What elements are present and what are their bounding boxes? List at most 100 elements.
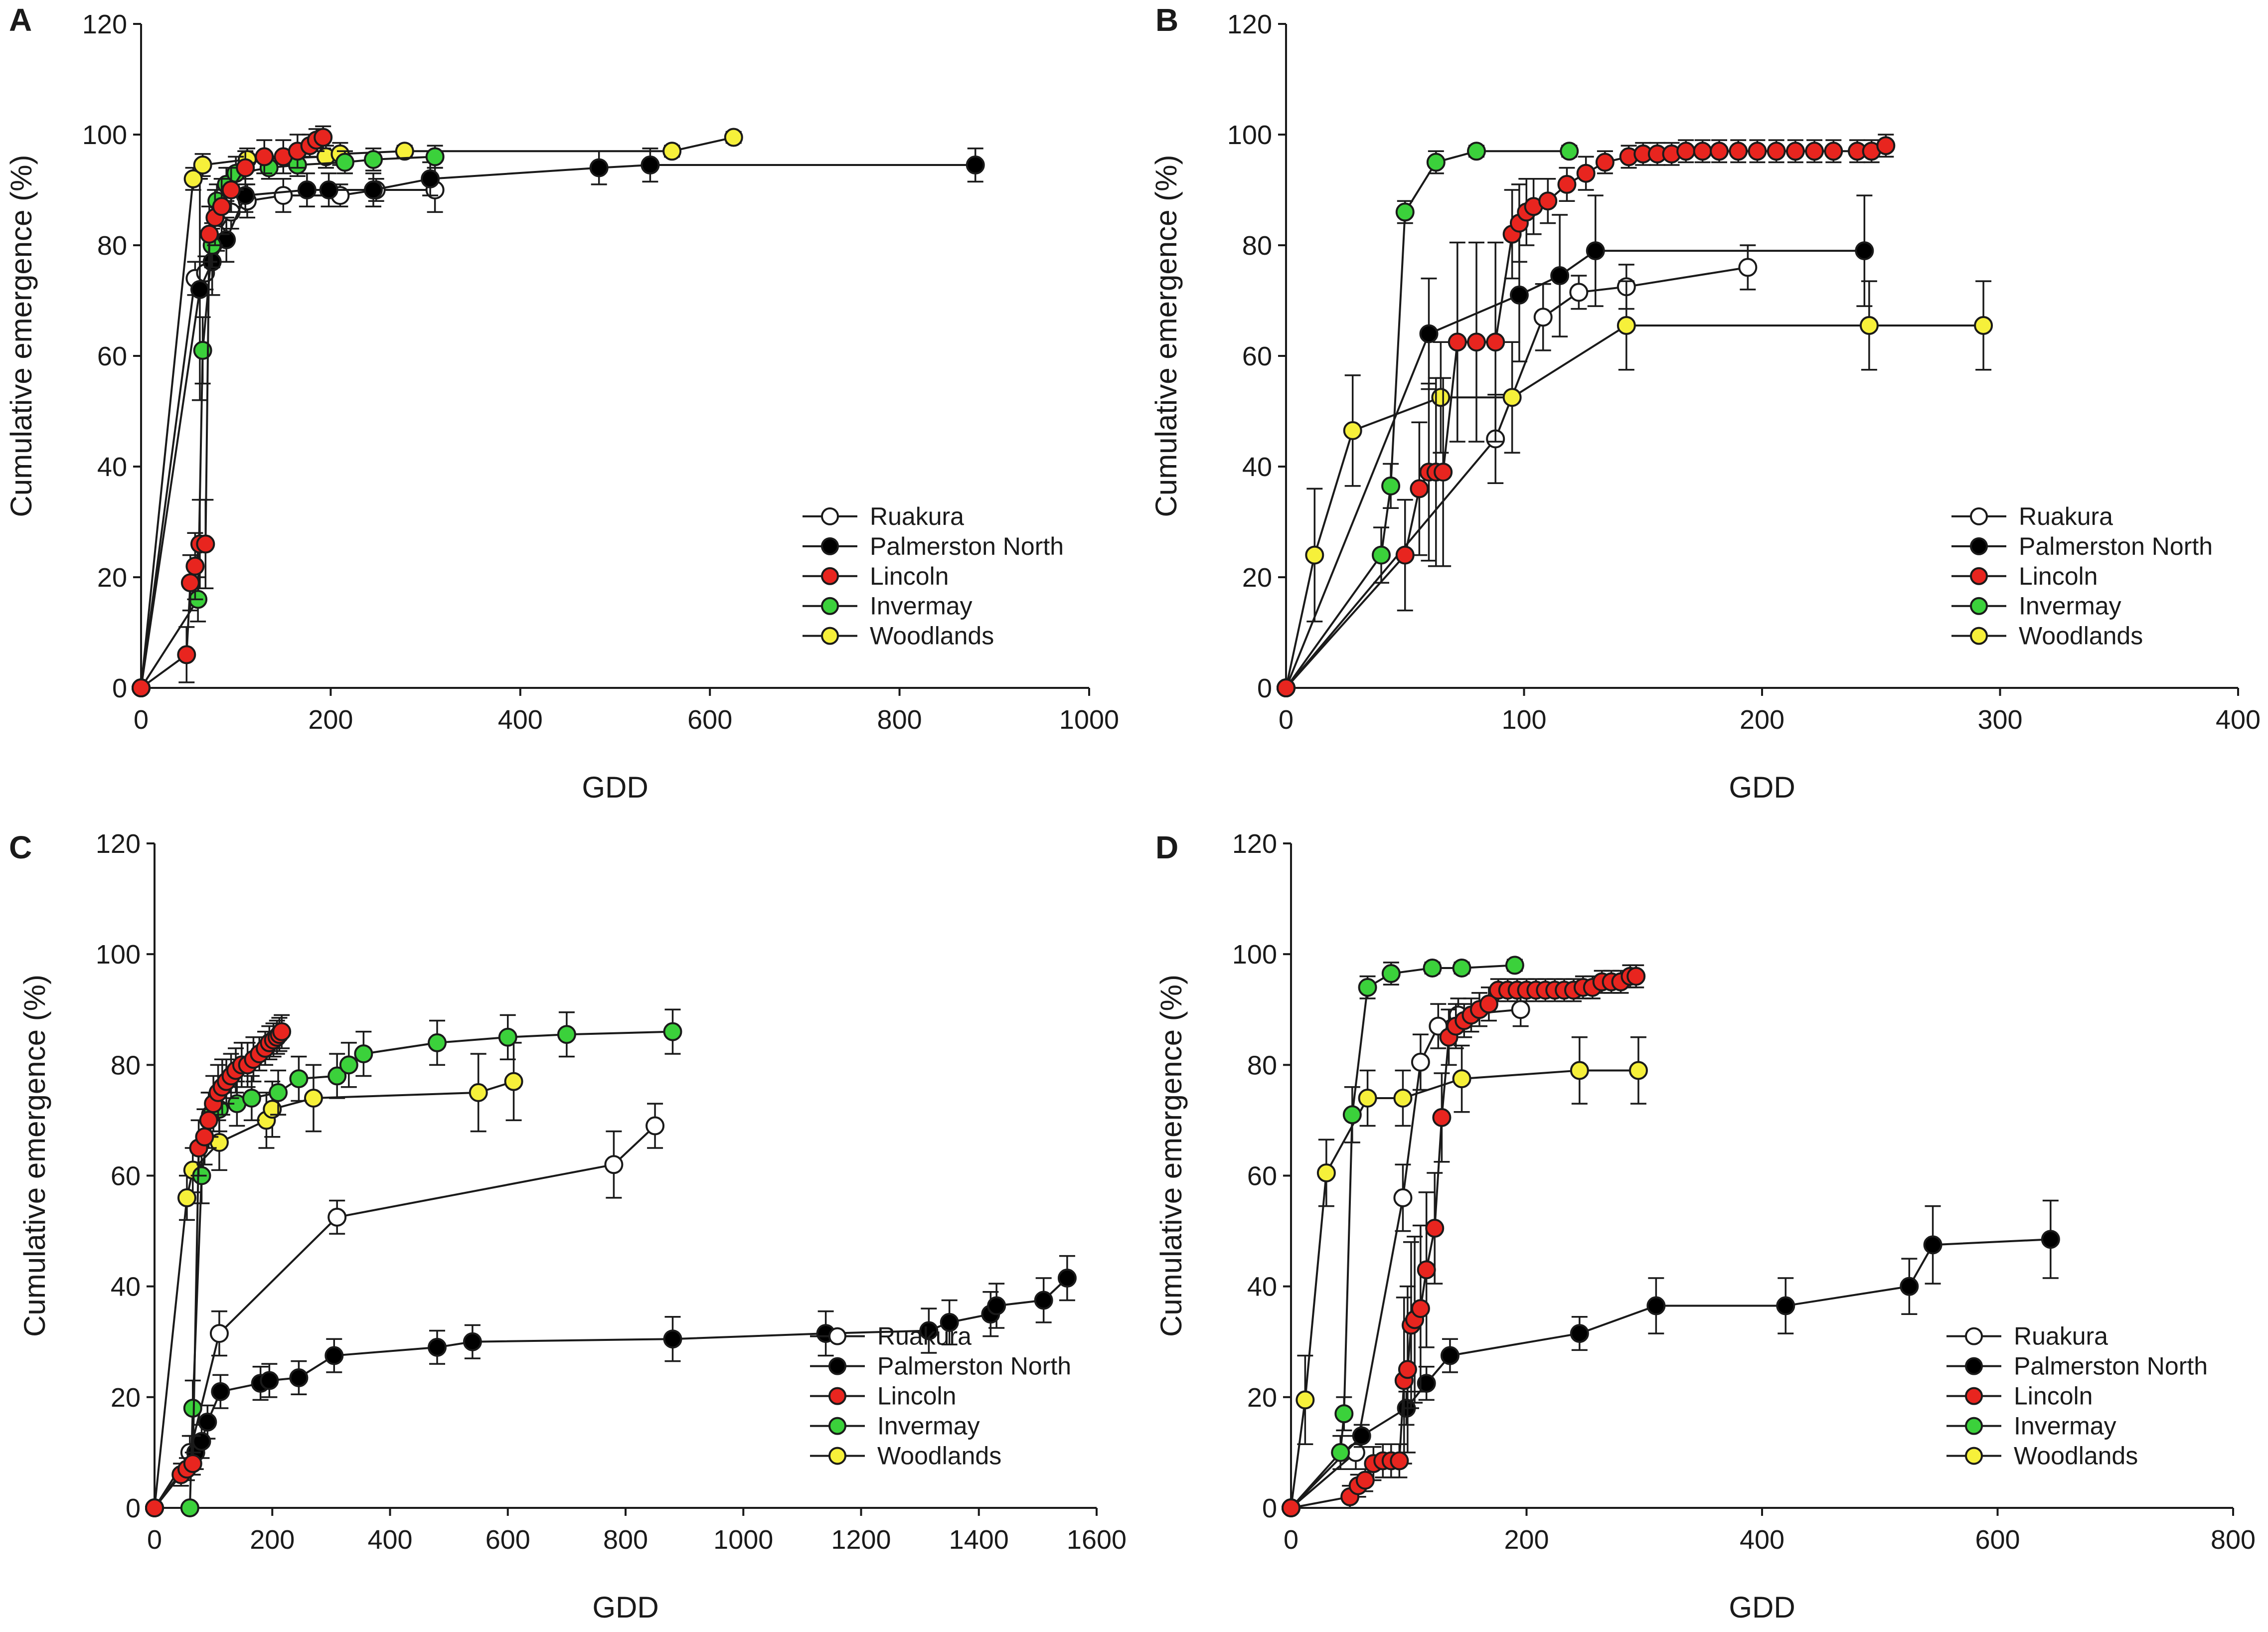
data-point <box>425 147 445 166</box>
legend-label: Woodlands <box>2014 1442 2138 1470</box>
legend-marker <box>828 1357 846 1375</box>
data-point <box>289 1069 309 1089</box>
legend-label: Ruakura <box>870 502 964 530</box>
data-point <box>1855 241 1874 261</box>
data-point <box>395 142 414 161</box>
data-point <box>463 1332 482 1351</box>
y-axis-title: Cumulative emergence (%) <box>1149 155 1183 517</box>
data-point <box>604 1155 624 1174</box>
data-point <box>1748 142 1767 161</box>
y-tick-label: 100 <box>96 940 141 970</box>
data-point <box>196 534 215 554</box>
chart-panel-a: A 0 200 400 600 800 1000 0 20 40 60 80 100 120 GDD Cumu… <box>4 2 1119 804</box>
data-point <box>190 280 209 299</box>
y-tick-label: 80 <box>1247 1050 1277 1080</box>
data-point <box>304 1088 323 1108</box>
series-line <box>1285 266 1748 689</box>
data-point <box>327 1066 347 1086</box>
legend-label: Invermay <box>2014 1412 2116 1440</box>
data-point <box>987 1296 1006 1315</box>
data-point <box>1502 388 1522 407</box>
data-point <box>185 556 205 576</box>
x-tick-label: 100 <box>1501 705 1546 735</box>
legend-label: Woodlands <box>870 622 994 650</box>
data-point <box>1538 191 1558 211</box>
legend-label: Invermay <box>870 592 972 620</box>
data-point <box>1824 142 1843 161</box>
data-point <box>1425 1219 1445 1238</box>
y-axis-title: Cumulative emergence (%) <box>4 155 38 517</box>
series-palmerston-north <box>1282 1199 2060 1517</box>
data-point <box>199 224 219 244</box>
y-tick-label: 120 <box>82 9 127 39</box>
data-point <box>1448 332 1467 352</box>
data-point <box>1452 1069 1471 1089</box>
data-point <box>327 1207 347 1227</box>
data-point <box>1057 1269 1077 1288</box>
data-point <box>1486 332 1505 352</box>
y-tick-label: 0 <box>1257 673 1272 703</box>
x-tick-label: 0 <box>134 705 149 735</box>
y-tick-label: 0 <box>1262 1493 1277 1523</box>
legend-label: Lincoln <box>2019 562 2098 590</box>
data-point <box>1570 1061 1589 1080</box>
data-point <box>1550 266 1570 286</box>
data-point <box>663 1329 682 1349</box>
data-point <box>1628 1061 1648 1080</box>
series-line <box>140 156 435 689</box>
panel-letter: D <box>1155 829 1178 865</box>
data-point <box>1277 678 1296 697</box>
data-point <box>1576 163 1596 183</box>
data-point <box>1586 241 1605 261</box>
data-point <box>1767 142 1786 161</box>
legend-label: Palmerston North <box>2014 1352 2208 1380</box>
data-point <box>469 1083 488 1102</box>
data-point <box>195 1127 214 1146</box>
data-point <box>180 1498 199 1517</box>
data-point <box>1358 978 1377 997</box>
y-axis-title: Cumulative emergence (%) <box>1154 975 1188 1337</box>
y-tick-label: 100 <box>1232 940 1277 970</box>
series-palmerston-north <box>1277 194 1874 697</box>
x-tick-label: 400 <box>367 1525 412 1555</box>
data-point <box>1738 258 1758 277</box>
data-point <box>324 1346 344 1365</box>
legend-marker <box>1965 1357 1983 1375</box>
series-ruakura <box>1277 244 1758 697</box>
data-point <box>662 142 682 161</box>
series-line <box>140 164 975 688</box>
data-point <box>1626 967 1646 986</box>
y-tick-label: 0 <box>126 1493 141 1523</box>
x-tick-label: 800 <box>2211 1525 2256 1555</box>
series-lincoln <box>1277 134 1896 697</box>
data-point <box>1440 1346 1459 1365</box>
data-point <box>193 156 212 175</box>
data-point <box>1372 545 1391 565</box>
data-point <box>180 573 200 593</box>
x-tick-label: 1000 <box>713 1525 773 1555</box>
x-tick-label: 400 <box>498 705 543 735</box>
x-tick-label: 0 <box>147 1525 162 1555</box>
x-axis-title: GDD <box>582 771 648 804</box>
data-point <box>1431 388 1451 407</box>
data-point <box>1410 479 1429 498</box>
data-point <box>211 1382 230 1401</box>
data-point <box>428 1337 447 1357</box>
legend-marker <box>1970 507 1988 525</box>
data-point <box>354 1044 373 1064</box>
data-point <box>919 1321 939 1340</box>
legend-label: Lincoln <box>2014 1382 2093 1410</box>
data-point <box>263 1100 282 1119</box>
data-point <box>1923 1235 1943 1255</box>
x-tick-label: 200 <box>250 1525 295 1555</box>
data-point <box>1533 308 1553 327</box>
y-tick-label: 40 <box>1242 452 1272 482</box>
panel-letter: A <box>9 2 32 38</box>
data-point <box>274 186 293 205</box>
x-tick-label: 300 <box>1977 705 2022 735</box>
series-invermay <box>132 145 445 697</box>
legend-label: Lincoln <box>870 562 949 590</box>
